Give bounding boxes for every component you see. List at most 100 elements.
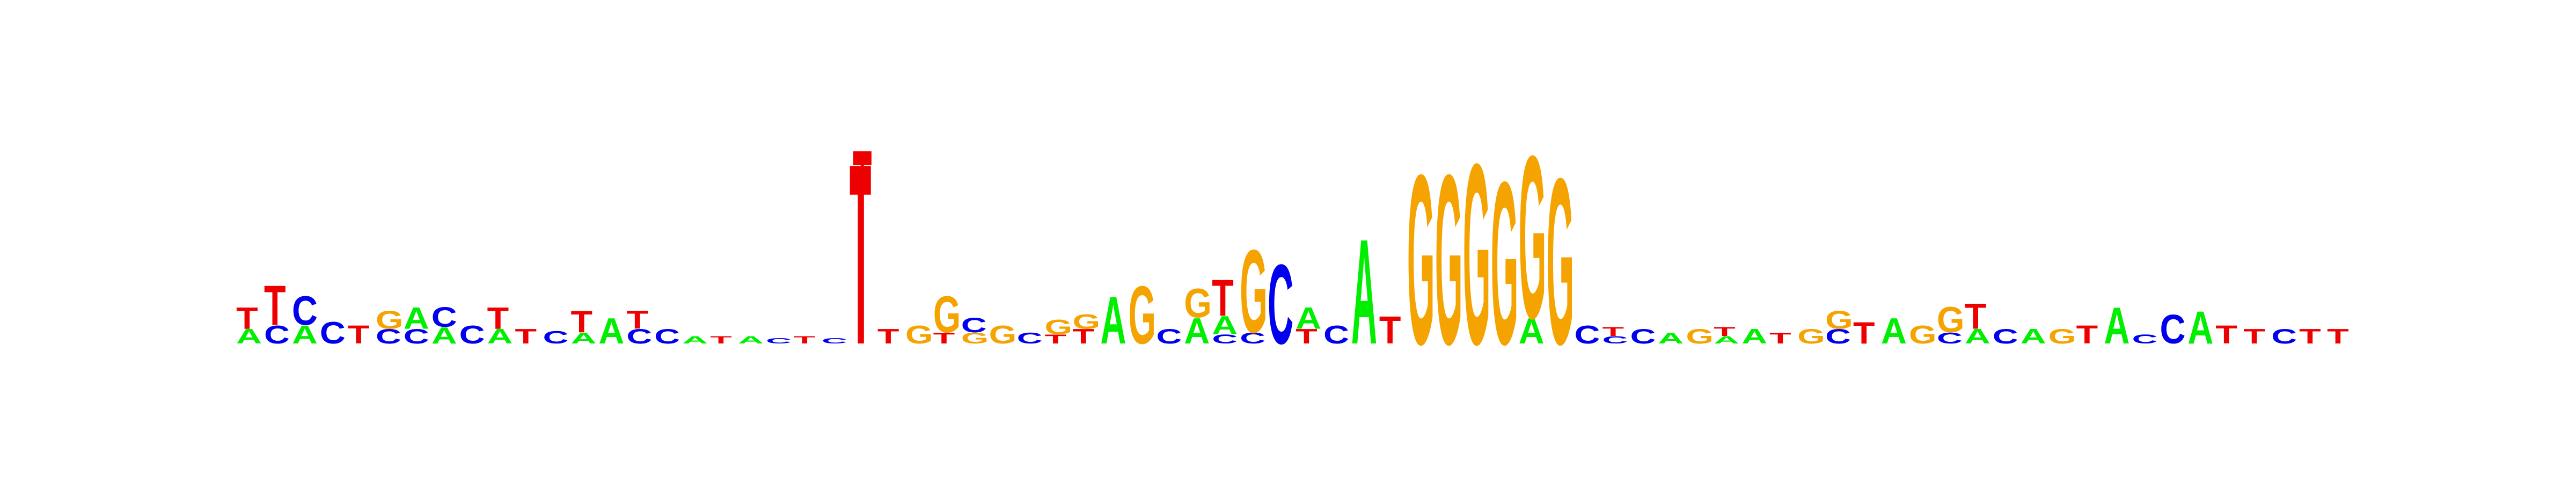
logo-letter-a: A <box>292 321 318 349</box>
logo-letter-g: G <box>1463 109 1491 398</box>
logo-letter-t: T <box>1045 332 1067 346</box>
logo-letter-c: C <box>1240 330 1265 347</box>
error-bar-cap <box>853 151 872 165</box>
logo-letter-t: T <box>487 301 509 335</box>
logo-letter-a: A <box>2104 297 2130 355</box>
logo-letter-g: G <box>1491 134 1519 393</box>
logo-letter-c: C <box>1825 325 1851 348</box>
logo-letter-g: G <box>1519 107 1547 367</box>
logo-letter-g: G <box>1072 310 1100 333</box>
logo-letter-g: G <box>1407 125 1435 396</box>
logo-letter-t: T <box>626 306 648 334</box>
logo-letter-c: C <box>376 325 401 348</box>
logo-letter-t: T <box>515 325 537 348</box>
logo-letter-a: A <box>431 323 457 349</box>
logo-letter-g: G <box>1240 225 1268 358</box>
logo-letter-g: G <box>1547 129 1575 394</box>
logo-letter-a: A <box>1100 283 1126 358</box>
logo-letter-g: G <box>989 321 1017 349</box>
logo-letter-t: T <box>1769 330 1791 347</box>
logo-letter-a: A <box>2187 302 2213 354</box>
logo-letter-c: C <box>292 288 318 334</box>
logo-letter-t: T <box>2215 321 2237 349</box>
logo-letter-t: T <box>710 334 732 346</box>
logo-letter-t: T <box>570 305 592 339</box>
logo-letter-c: C <box>1268 241 1293 368</box>
logo-letter-t: T <box>877 325 899 348</box>
logo-letter-g: G <box>1937 300 1965 341</box>
logo-letter-a: A <box>1519 311 1545 352</box>
logo-letter-t: T <box>2299 325 2321 348</box>
logo-letter-t: T <box>2076 321 2098 349</box>
logo-letter-t: T <box>264 274 286 338</box>
logo-letter-c: C <box>1017 330 1043 347</box>
logo-letter-c: C <box>1937 330 1963 347</box>
logo-letter-a: A <box>1658 330 1684 347</box>
logo-letter-t: T <box>1602 324 1624 339</box>
logo-letter-c: C <box>264 321 290 349</box>
logo-letter-c: C <box>459 321 485 349</box>
logo-letter-g: G <box>905 321 933 349</box>
logo-letter-a: A <box>1184 311 1210 352</box>
logo-letter-c: C <box>1323 321 1349 349</box>
logo-letter-a: A <box>1351 208 1377 375</box>
logo-letter-t: T <box>1965 296 1987 337</box>
logo-letter-c: C <box>626 325 652 348</box>
logo-letter-g: G <box>1435 125 1463 396</box>
logo-letter-c: C <box>1212 332 1238 346</box>
logo-letter-a: A <box>1741 325 1767 348</box>
logo-letter-a: A <box>1212 311 1238 340</box>
logo-letter-c: C <box>2132 332 2157 346</box>
logo-letter-t: T <box>1853 316 1875 350</box>
logo-letter-a: A <box>598 311 624 352</box>
logo-letter-a: A <box>2021 325 2046 348</box>
logo-letter-c: C <box>766 336 792 345</box>
logo-letter-t: T <box>1379 308 1401 352</box>
logo-letter-a: A <box>1881 311 1907 352</box>
logo-letter-t: T <box>2327 325 2349 348</box>
logo-letter-c: C <box>1630 325 1656 348</box>
logo-letter-c: C <box>2271 325 2297 348</box>
logo-letter-g: G <box>1686 325 1714 348</box>
logo-letter-c: C <box>543 327 568 348</box>
logo-letter-c: C <box>404 325 429 348</box>
logo-letter-g: G <box>376 306 404 334</box>
logo-letter-a: A <box>1965 325 1990 348</box>
logo-letter-t: T <box>1714 324 1736 339</box>
logo-letter-a: A <box>1296 301 1321 335</box>
error-bar <box>853 151 872 343</box>
logo-letter-g: G <box>1184 281 1212 327</box>
logo-letter-c: C <box>961 314 987 337</box>
logo-letter-a: A <box>1714 334 1739 346</box>
logo-letter-a: A <box>404 301 429 335</box>
logo-letter-a: A <box>570 330 596 347</box>
logo-letter-a: A <box>487 325 513 348</box>
logo-letter-g: G <box>1909 321 1937 349</box>
logo-letter-c: C <box>822 336 847 345</box>
logo-letter-t: T <box>1072 325 1094 348</box>
logo-letter-c: C <box>2160 306 2185 353</box>
logo-letter-g: G <box>1797 325 1825 348</box>
logo-letter-a: A <box>682 334 708 346</box>
logo-letter-g: G <box>1825 306 1853 334</box>
logo-letter-c: C <box>320 316 346 350</box>
logo-letter-c: C <box>654 325 680 348</box>
logo-letter-a: A <box>738 334 764 346</box>
logo-letter-t: T <box>1212 269 1234 327</box>
logo-letter-t: T <box>794 334 816 346</box>
logo-letter-c: C <box>1993 325 2018 348</box>
logo-letter-g: G <box>961 330 989 347</box>
logo-letter-t: T <box>2243 325 2265 348</box>
logo-letter-t: T <box>236 301 258 335</box>
logo-letter-a: A <box>236 325 262 348</box>
logo-letter-g: G <box>2048 325 2076 348</box>
logo-letter-c: C <box>431 301 457 333</box>
logo-letter-c: C <box>1156 325 1182 348</box>
logo-letter-c: C <box>1602 334 1628 346</box>
logo-letter-g: G <box>1128 269 1156 361</box>
logo-letter-t: T <box>348 321 370 349</box>
logo-letter-c: C <box>1575 321 1600 349</box>
